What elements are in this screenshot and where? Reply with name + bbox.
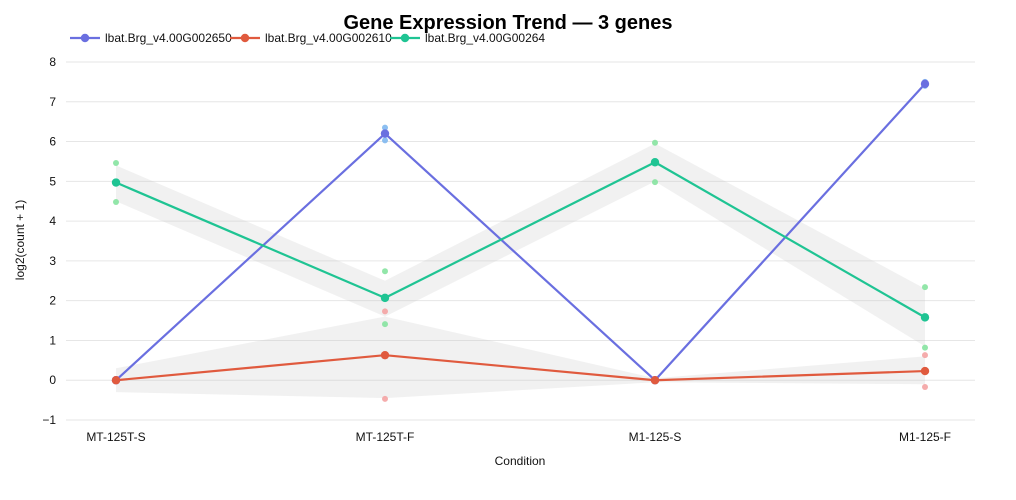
y-tick-label: −1	[42, 413, 56, 427]
mean-point	[111, 178, 121, 187]
series-line	[115, 354, 926, 382]
y-tick-label: 3	[49, 254, 56, 268]
confidence-band	[116, 143, 925, 347]
y-tick-label: 5	[49, 174, 56, 188]
x-tick-label: M1-125-F	[899, 430, 951, 444]
y-tick-label: 7	[49, 95, 56, 109]
legend-marker	[80, 33, 90, 43]
series-line	[115, 161, 926, 319]
replicate-point	[652, 139, 658, 146]
x-tick-label: MT-125T-F	[356, 430, 415, 444]
chart-title: Gene Expression Trend — 3 genes	[343, 12, 672, 34]
replicate-point	[382, 321, 388, 328]
legend-marker	[400, 33, 410, 43]
y-tick-label: 6	[49, 135, 56, 149]
series-line	[115, 83, 926, 382]
legend-item[interactable]: lbat.Brg_v4.00G002610	[230, 31, 392, 45]
mean-point	[920, 366, 930, 376]
mean-point	[111, 376, 121, 385]
replicate-point	[922, 344, 928, 351]
confidence-band	[116, 316, 925, 399]
legend-item[interactable]: lbat.Brg_v4.00G002650	[70, 31, 232, 45]
mean-point	[650, 376, 660, 385]
legend-label: lbat.Brg_v4.00G00264	[425, 31, 545, 45]
y-tick-label: 8	[49, 55, 56, 69]
legend-item[interactable]: lbat.Brg_v4.00G00264	[390, 31, 545, 45]
replicate-point	[382, 308, 388, 315]
replicate-point	[922, 352, 928, 359]
legend-label: lbat.Brg_v4.00G002610	[265, 31, 392, 45]
y-tick-label: 2	[49, 294, 56, 308]
y-axis-label: log2(count + 1)	[13, 200, 27, 280]
y-tick-label: 4	[49, 214, 56, 228]
legend[interactable]: lbat.Brg_v4.00G002650 lbat.Brg_v4.00G0026…	[70, 31, 545, 45]
x-tick-label: MT-125T-S	[86, 430, 145, 444]
legend-label: lbat.Brg_v4.00G002650	[105, 31, 232, 45]
mean-points	[111, 79, 930, 385]
y-tick-label: 0	[49, 373, 56, 387]
replicate-point	[922, 383, 928, 390]
y-tick-label: 1	[49, 333, 56, 347]
x-axis-ticks: MT-125T-S MT-125T-F M1-125-S M1-125-F	[86, 430, 951, 444]
replicate-point	[382, 124, 388, 131]
replicate-point	[113, 160, 119, 167]
y-axis-ticks: −1 0 1 2 3 4 5 6 7 8	[42, 55, 56, 427]
confidence-bands	[116, 83, 925, 399]
legend-marker	[240, 33, 250, 43]
mean-point	[380, 350, 390, 360]
replicate-point	[652, 179, 658, 186]
replicate-point	[382, 268, 388, 275]
x-axis-label: Condition	[495, 454, 546, 468]
replicate-point	[113, 199, 119, 206]
mean-point	[650, 158, 660, 167]
mean-point	[920, 313, 930, 322]
grid	[66, 61, 975, 421]
mean-point	[920, 79, 930, 89]
replicate-point	[382, 395, 388, 402]
replicate-point	[922, 284, 928, 291]
mean-point	[380, 293, 390, 303]
series-lines	[115, 83, 926, 382]
x-tick-label: M1-125-S	[629, 430, 682, 444]
mean-point	[380, 129, 390, 138]
replicate-point	[382, 137, 388, 144]
